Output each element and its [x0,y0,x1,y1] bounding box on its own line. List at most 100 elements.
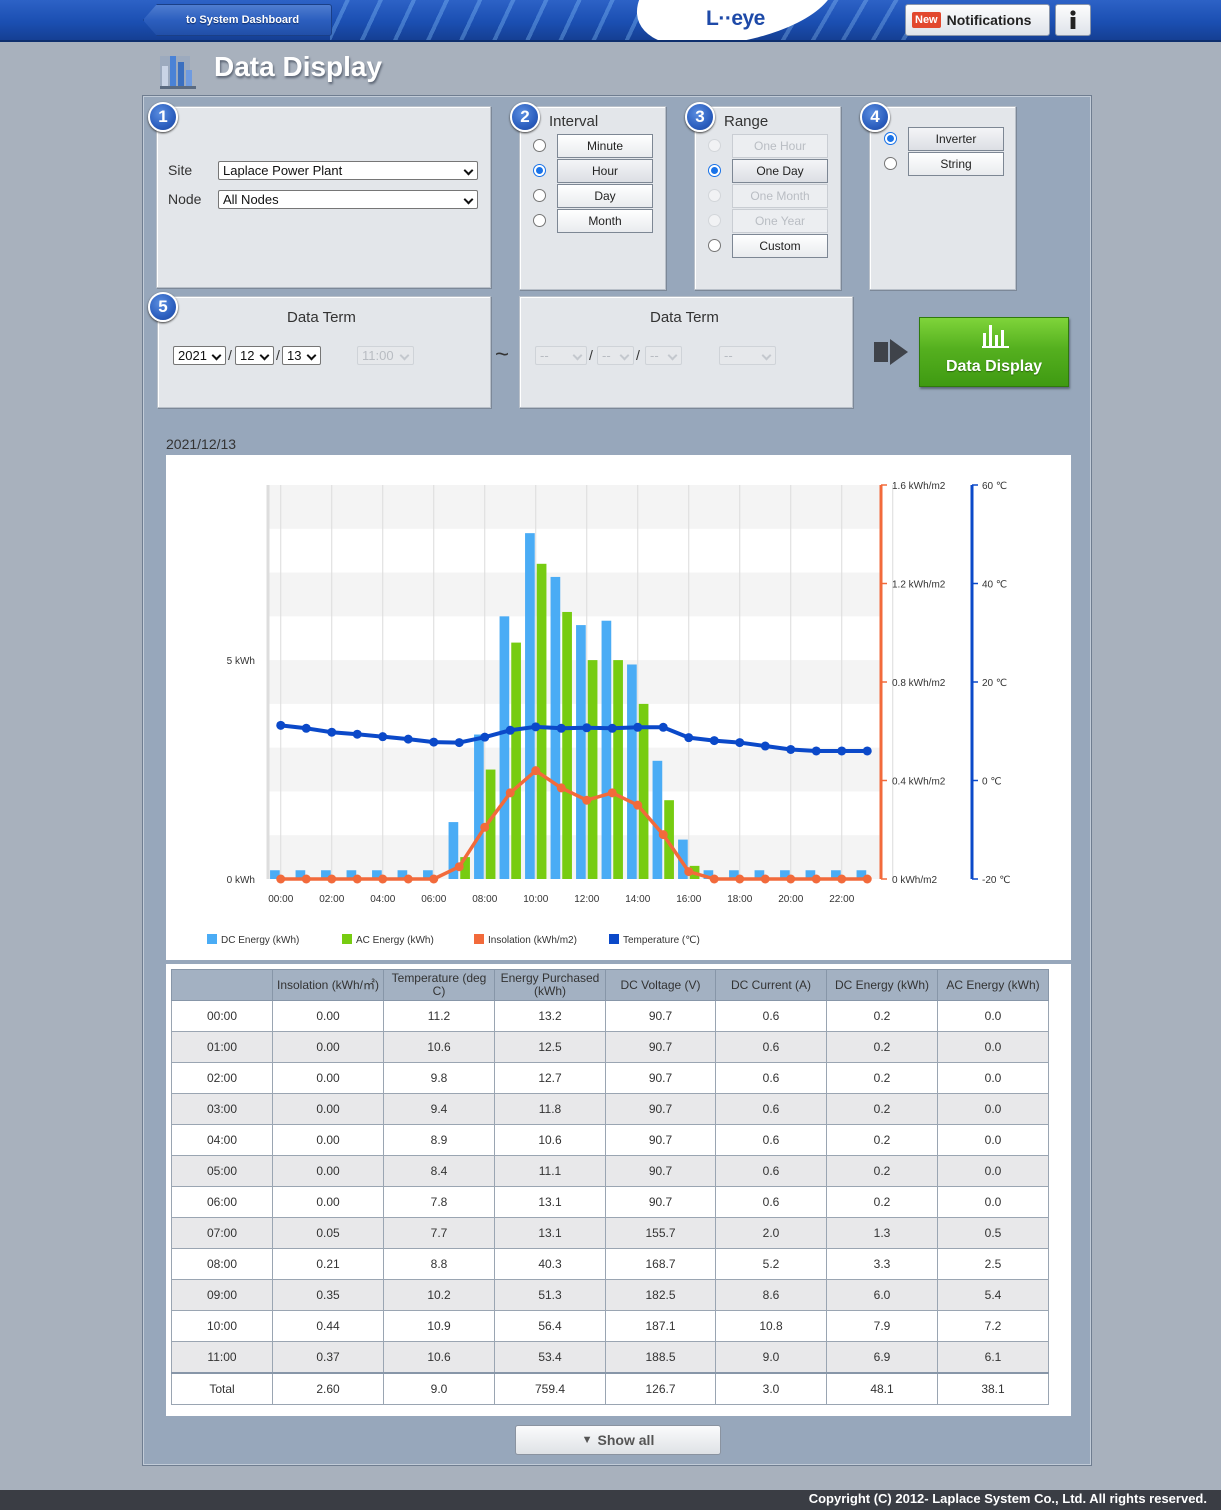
table-cell: 187.1 [605,1310,716,1342]
table-cell: 0.00 [272,1031,384,1063]
copyright-text: Copyright (C) 2012- Laplace System Co., … [808,1491,1207,1506]
ac-energy-bar [587,660,598,879]
temperature-line [280,723,868,753]
insolation-point [786,874,796,884]
target-button-inverter[interactable]: Inverter [908,127,1004,151]
target-radio-inverter[interactable] [884,132,897,145]
start-year-select[interactable]: 2021 [173,346,226,365]
column-header: AC Energy (kWh) [937,969,1049,1001]
total-cell: 38.1 [937,1371,1049,1405]
ac-energy-bar [613,660,623,879]
table-cell: 0.0 [937,1093,1049,1125]
table-row: 05:00 0.00 8.4 11.1 90.7 0.6 0.2 0.0 [171,1155,1049,1187]
data-display-button-label: Data Display [945,358,1043,375]
interval-button-hour[interactable]: Hour [557,159,653,183]
x-tick-label: 12:00 [574,894,599,905]
target-button-string[interactable]: String [908,152,1004,176]
dc-energy-bar [856,870,867,879]
dc-energy-bar [270,870,280,879]
table-cell: 0.0 [937,1031,1049,1063]
legend-label: DC Energy (kWh) [221,935,299,946]
y-tick-label-energy: 5 kWh [227,656,255,667]
step-4-badge: 4 [860,102,890,132]
interval-radio-hour[interactable] [533,164,546,177]
insolation-point [556,783,566,793]
column-header: DC Voltage (V) [605,969,716,1001]
table-cell: 6.1 [937,1341,1049,1373]
site-select[interactable]: Laplace Power Plant [218,161,478,180]
y-tick-label-energy: 0 kWh [227,875,255,886]
site-select-value: Laplace Power Plant [223,163,343,178]
y-tick-label-insolation: 0.8 kWh/m2 [892,678,946,689]
interval-button-month[interactable]: Month [557,209,653,233]
row-time-cell: 06:00 [171,1186,273,1218]
dc-energy-bar [729,870,739,879]
table-cell: 155.7 [605,1217,716,1249]
interval-radio-minute[interactable] [533,139,546,152]
node-select[interactable]: All Nodes [218,190,478,209]
show-all-arrow-icon: ▼ [581,1434,593,1446]
data-display-button[interactable]: Data Display [919,317,1069,387]
interval-button-day[interactable]: Day [557,184,653,208]
temperature-point [786,744,796,754]
end-day-value: -- [650,348,659,363]
table-cell: 0.00 [272,1000,384,1032]
insolation-point [760,874,770,884]
y-tick-label-temperature: 60 ℃ [982,481,1007,492]
table-cell: 0.6 [715,1031,827,1063]
grid-band [268,835,880,879]
end-month-select: -- [597,346,634,365]
range-radio-custom[interactable] [708,239,721,252]
dc-energy-bar [474,734,484,879]
temperature-point [607,723,617,733]
temperature-point [403,734,413,744]
info-button[interactable] [1055,4,1091,36]
show-all-button[interactable]: ▼ Show all [515,1425,721,1455]
table-cell: 0.2 [826,1093,938,1125]
table-cell: 0.2 [826,1155,938,1187]
table-cell: 90.7 [605,1093,716,1125]
dc-energy-bar [703,870,714,879]
table-cell: 0.00 [272,1155,384,1187]
insolation-point [378,874,388,884]
row-time-cell: 03:00 [171,1093,273,1125]
start-day-select[interactable]: 13 [282,346,321,365]
table-cell: 90.7 [605,1000,716,1032]
table-cell: 0.6 [715,1000,827,1032]
end-time-value: -- [724,348,733,363]
grid-band [268,660,880,704]
insolation-point [811,874,821,884]
table-cell: 0.6 [715,1155,827,1187]
dc-energy-bar [780,870,790,879]
range-button-one-day[interactable]: One Day [732,159,828,183]
table-cell: 7.7 [383,1217,495,1249]
range-radio-one-day[interactable] [708,164,721,177]
table-row: 00:00 0.00 11.2 13.2 90.7 0.6 0.2 0.0 [171,1000,1049,1032]
table-cell: 11.2 [383,1000,495,1032]
range-button-custom[interactable]: Custom [732,234,828,258]
notifications-button[interactable]: New Notifications [905,4,1050,36]
step-1-badge: 1 [148,102,178,132]
table-cell: 51.3 [494,1279,606,1311]
range-button-one-year: One Year [732,209,828,233]
table-cell: 0.0 [937,1000,1049,1032]
start-month-select[interactable]: 12 [235,346,274,365]
insolation-point [327,874,337,884]
interval-button-minute[interactable]: Minute [557,134,653,158]
dc-energy-bar [372,870,382,879]
insolation-point [862,874,872,884]
interval-radio-day[interactable] [533,189,546,202]
target-radio-string[interactable] [884,157,897,170]
table-cell: 3.3 [826,1248,938,1280]
notifications-label: Notifications [946,12,1032,28]
chart-date: 2021/12/13 [166,436,237,452]
temperature-point [352,729,362,739]
table-cell: 0.6 [715,1062,827,1094]
temperature-point [709,736,719,746]
end-day-select: -- [645,346,682,365]
insolation-point [454,862,464,872]
temperature-point [378,732,388,742]
insolation-point [276,874,286,884]
back-to-dashboard-button[interactable]: to System Dashboard [143,4,332,36]
interval-radio-month[interactable] [533,214,546,227]
